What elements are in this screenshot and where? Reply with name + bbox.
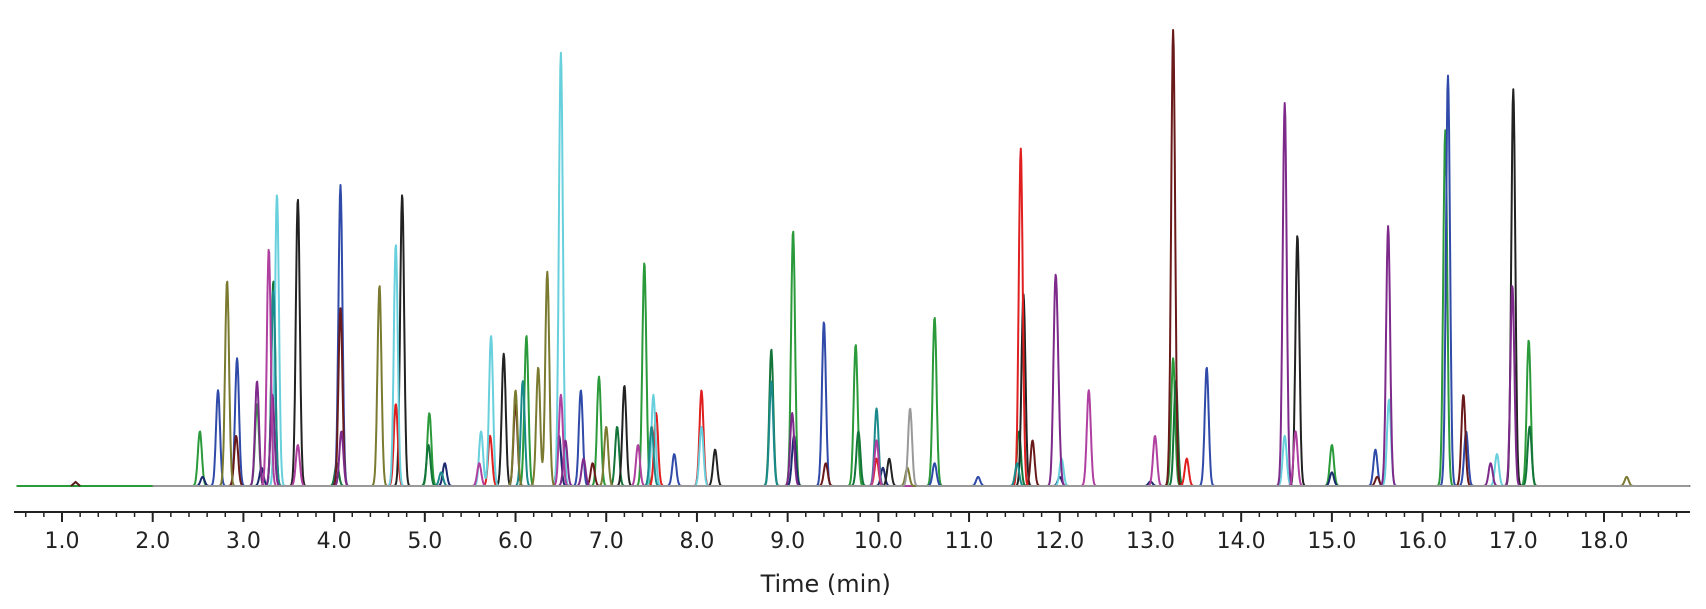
series-layer <box>16 29 1691 487</box>
x-axis-title: Time (min) <box>760 570 891 598</box>
series-line-11 <box>152 270 1691 487</box>
x-tick-label: 11.0 <box>945 529 994 554</box>
x-tick-label: 6.0 <box>498 529 533 554</box>
x-tick-label: 8.0 <box>679 529 714 554</box>
x-axis-ticks: 1.0 2.0 3.0 4.0 5.0 6.0 7.0 8.0 9.0 10.0 11.0 12.0 1… <box>24 512 1678 554</box>
series-line-12 <box>152 407 1691 487</box>
x-tick-label: 5.0 <box>407 529 442 554</box>
x-tick-label: 17.0 <box>1489 529 1538 554</box>
early-blip <box>70 480 81 487</box>
x-tick-label: 7.0 <box>589 529 624 554</box>
x-tick-label: 18.0 <box>1580 529 1629 554</box>
x-tick-label: 13.0 <box>1126 529 1175 554</box>
x-tick-label: 10.0 <box>854 529 903 554</box>
x-tick-label: 2.0 <box>135 529 170 554</box>
x-tick-label: 3.0 <box>226 529 261 554</box>
x-tick-label: 4.0 <box>317 529 352 554</box>
x-tick-label: 16.0 <box>1398 529 1447 554</box>
x-tick-label: 1.0 <box>45 529 80 554</box>
x-tick-label: 12.0 <box>1035 529 1084 554</box>
x-tick-label: 9.0 <box>770 529 805 554</box>
x-tick-label: 14.0 <box>1217 529 1266 554</box>
x-tick-label: 15.0 <box>1307 529 1356 554</box>
